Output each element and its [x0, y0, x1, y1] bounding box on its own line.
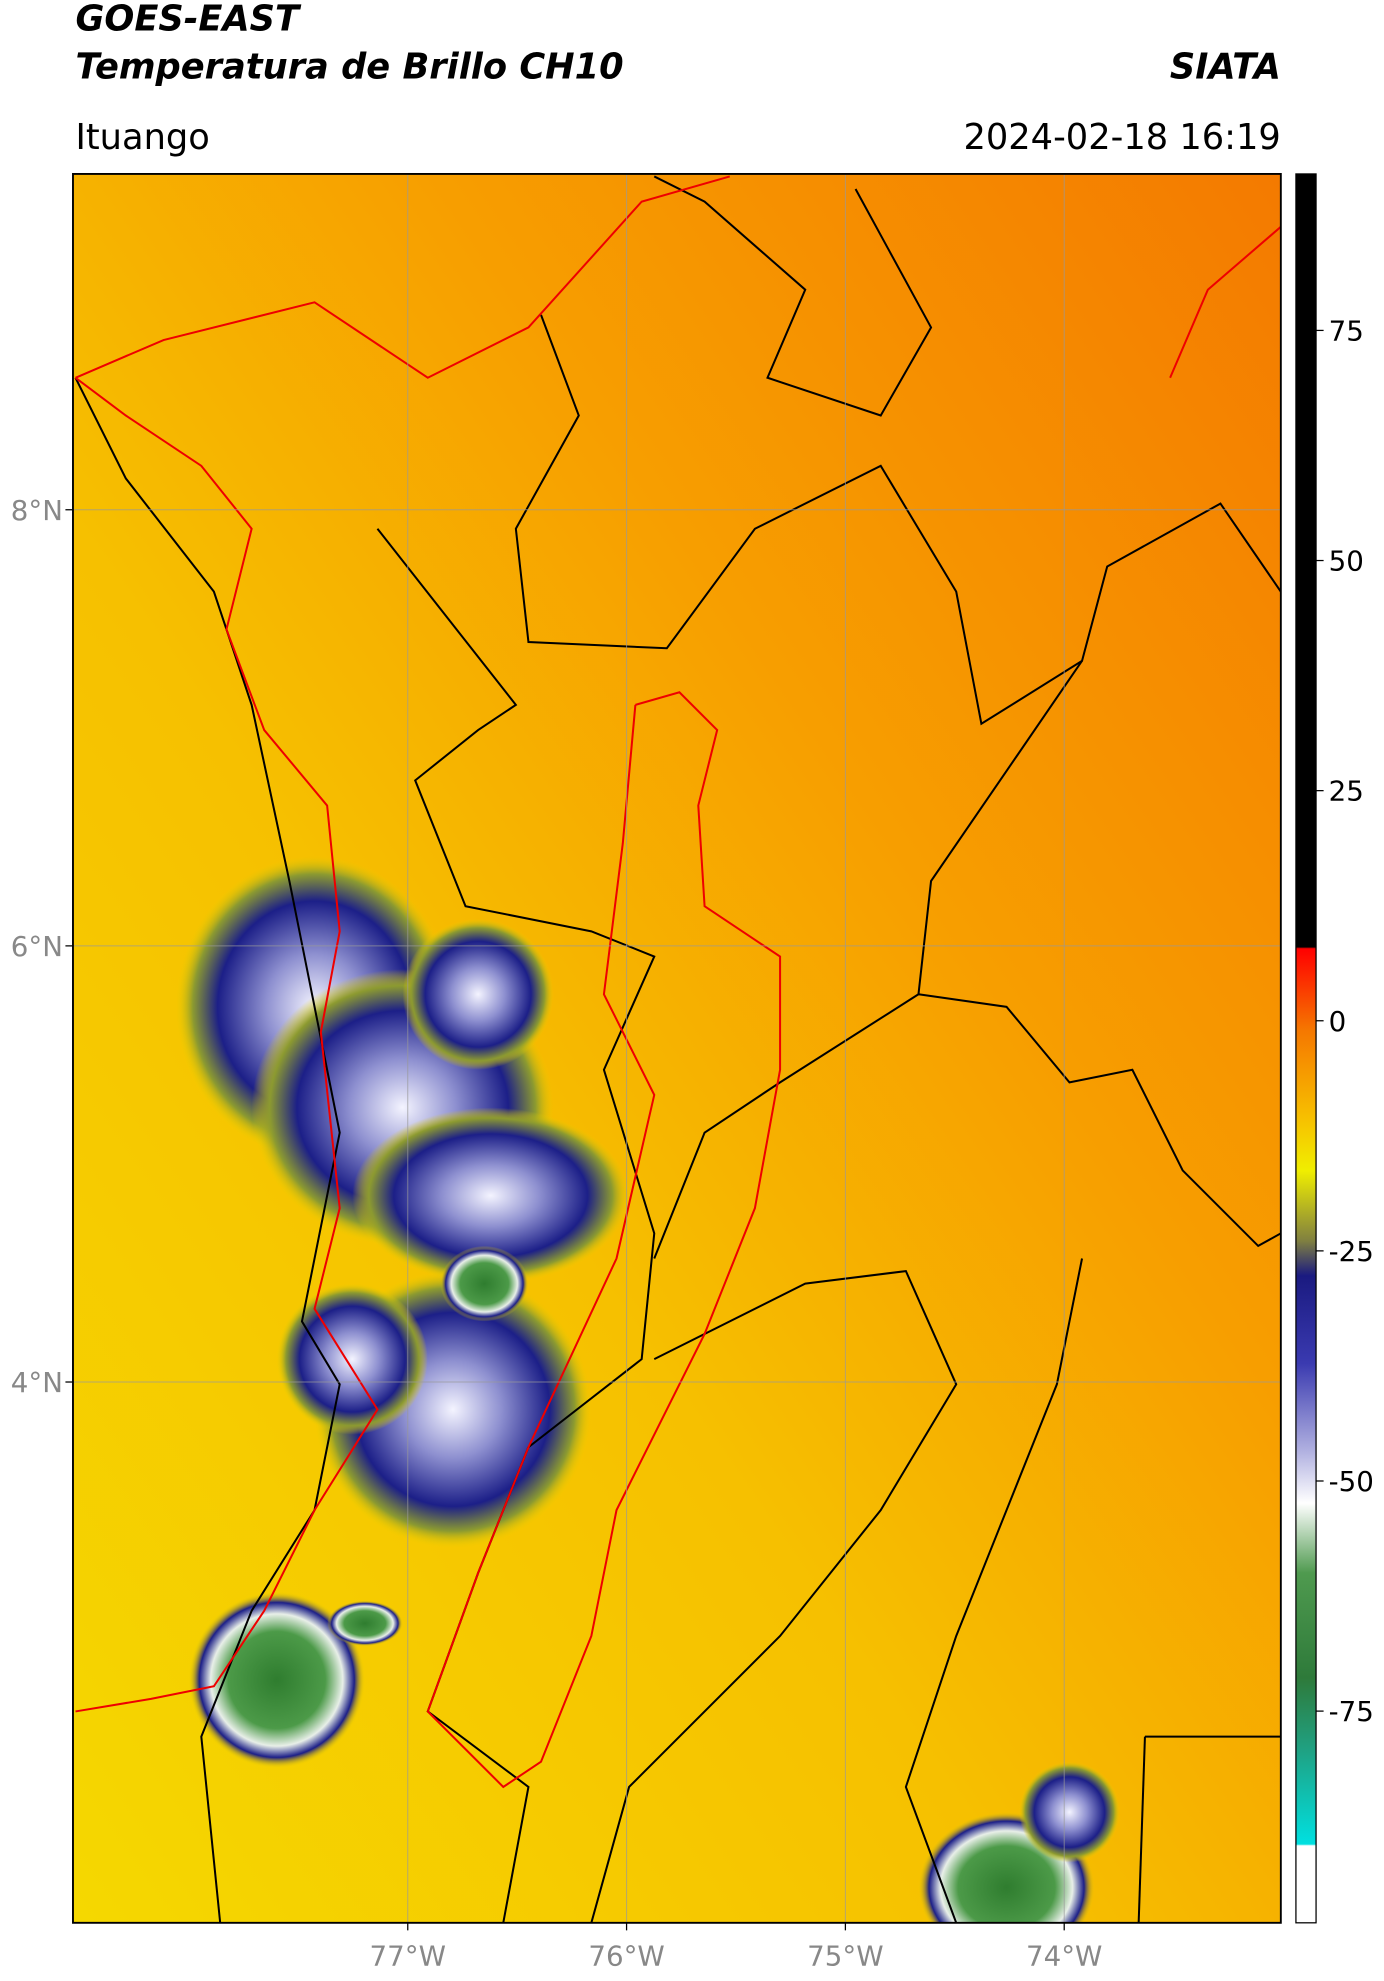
source: SIATA: [1170, 46, 1281, 87]
x-tick-label: 75°W: [807, 1940, 883, 1973]
y-tick-label: 4°N: [11, 1366, 63, 1399]
region-outline: [74, 175, 1281, 1789]
cloud: [327, 1600, 403, 1647]
region: Ituango: [75, 117, 209, 158]
cloud: [440, 1245, 529, 1322]
title: GOES-EAST: [75, 0, 302, 40]
map: [72, 173, 1281, 1923]
colorbar-tick-label: 75: [1329, 314, 1364, 347]
cloud: [1019, 1761, 1120, 1863]
x-tick-label: 77°W: [370, 1940, 446, 1973]
grid: [72, 173, 1281, 1923]
cloud: [402, 918, 554, 1070]
datetime: 2024-02-18 16:19: [963, 117, 1280, 158]
colorbar-tick-label: 0: [1329, 1005, 1347, 1038]
colorbar-tick-label: 50: [1329, 545, 1364, 578]
x-tick-label: 74°W: [1026, 1940, 1102, 1973]
cloud: [352, 1107, 630, 1284]
colorbar-tick-label: -50: [1329, 1465, 1374, 1498]
cloud: [276, 1283, 428, 1435]
colorbar-tick-label: -75: [1329, 1695, 1374, 1728]
y-tick-label: 6°N: [11, 930, 63, 963]
x-tick-label: 76°W: [588, 1940, 664, 1973]
map-frame: [72, 172, 1282, 1924]
colorbar-tick-label: 25: [1329, 775, 1364, 808]
cloud: [188, 1591, 365, 1769]
colorbar: [1295, 173, 1317, 1924]
y-tick-label: 8°N: [11, 494, 63, 527]
subtitle: Temperatura de Brillo CH10: [75, 46, 623, 87]
colorbar-tick-label: -25: [1329, 1235, 1374, 1268]
